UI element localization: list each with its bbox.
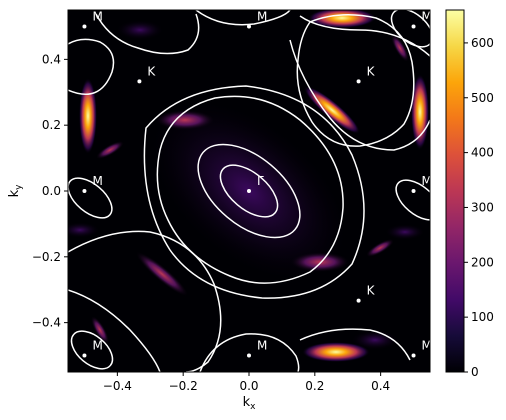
- contour-line: [68, 177, 113, 219]
- symmetry-point-label: K: [147, 64, 156, 78]
- y-axis: −0.4 −0.2 0.0 0.2 0.4: [32, 52, 68, 330]
- symmetry-point-marker: [82, 24, 87, 29]
- colorbar-tick-label: 100: [471, 310, 494, 324]
- symmetry-point-label: M: [422, 9, 432, 23]
- y-tick-label: 0.4: [42, 52, 61, 66]
- contour-line: [70, 330, 114, 370]
- contour-line: [143, 85, 365, 299]
- contour-line: [95, 13, 200, 55]
- hot-streak: [308, 10, 376, 28]
- symmetry-point-label: M: [92, 339, 102, 353]
- symmetry-point-label: M: [92, 174, 102, 188]
- symmetry-point-marker: [411, 24, 416, 29]
- contour-line: [299, 328, 411, 361]
- hot-streak: [303, 86, 361, 134]
- x-axis-label: kx: [243, 395, 257, 412]
- symmetry-point-marker: [137, 79, 142, 84]
- symmetry-point-label: M: [422, 339, 432, 353]
- y-tick-label: −0.2: [32, 250, 61, 264]
- contour-line: [390, 10, 430, 48]
- dim-region: [95, 140, 125, 160]
- contour-line: [395, 179, 430, 221]
- y-tick-label: 0.2: [42, 118, 61, 132]
- symmetry-point-label: M: [92, 9, 102, 23]
- high-symmetry-points: Γ K K K M M M M M M M M: [82, 9, 432, 358]
- symmetry-point-marker: [356, 298, 361, 303]
- symmetry-point-marker: [411, 353, 416, 358]
- dim-region: [116, 20, 164, 40]
- warm-streak: [90, 315, 110, 345]
- symmetry-point-marker: [82, 189, 87, 193]
- colorbar-tick-label: 600: [471, 36, 494, 50]
- warm-streak: [390, 33, 410, 63]
- contour-line: [289, 15, 430, 151]
- hot-streak: [79, 78, 97, 154]
- contour-line: [219, 164, 279, 218]
- dim-region: [365, 238, 395, 258]
- symmetry-point-label: M: [422, 174, 432, 188]
- contour-line: [197, 143, 301, 239]
- symmetry-point-label: M: [257, 9, 267, 23]
- colorbar-tick-label: 300: [471, 200, 494, 214]
- y-tick-label: 0.0: [42, 184, 61, 198]
- x-tick-label: −0.2: [169, 379, 198, 393]
- symmetry-point-label: K: [367, 284, 376, 298]
- symmetry-point-marker: [356, 79, 361, 84]
- dim-region: [290, 252, 350, 272]
- heatmap-area: Γ K K K M M M M M M M M: [68, 9, 432, 372]
- contour-line: [68, 230, 222, 372]
- colorbar-axis: 0 100 200 300 400 500 600: [464, 36, 494, 379]
- dim-region: [68, 222, 100, 238]
- dim-region: [385, 224, 425, 240]
- x-axis: −0.4 −0.2 0.0 0.2 0.4: [103, 372, 390, 393]
- symmetry-point-marker: [411, 189, 416, 193]
- warm-streak: [135, 251, 189, 297]
- hot-streak: [302, 342, 370, 362]
- symmetry-point-marker: [247, 24, 251, 29]
- symmetry-point-marker: [247, 353, 251, 358]
- symmetry-point-label: M: [257, 339, 267, 353]
- colorbar-tick-label: 0: [471, 365, 479, 379]
- x-tick-label: 0.2: [305, 379, 324, 393]
- contour-line: [296, 14, 415, 147]
- contour-line: [68, 38, 115, 95]
- x-tick-label: 0.4: [371, 379, 390, 393]
- contour-line: [195, 10, 291, 26]
- y-axis-label: ky: [7, 184, 24, 198]
- dim-region: [351, 330, 399, 350]
- symmetry-point-label: K: [367, 64, 376, 78]
- dim-region: [155, 110, 215, 130]
- contour-lines: [68, 10, 430, 372]
- symmetry-point-label: Γ: [257, 174, 264, 188]
- symmetry-point-marker: [82, 353, 87, 358]
- contour-line: [156, 95, 344, 284]
- colorbar-tick-label: 200: [471, 255, 494, 269]
- colorbar-tick-label: 400: [471, 146, 494, 160]
- colorbar: [445, 9, 465, 373]
- contour-line: [199, 333, 300, 372]
- x-tick-label: −0.4: [103, 379, 132, 393]
- colorbar-tick-label: 500: [471, 91, 494, 105]
- y-tick-label: −0.4: [32, 316, 61, 330]
- x-tick-label: 0.0: [239, 379, 258, 393]
- symmetry-point-marker: [247, 189, 251, 193]
